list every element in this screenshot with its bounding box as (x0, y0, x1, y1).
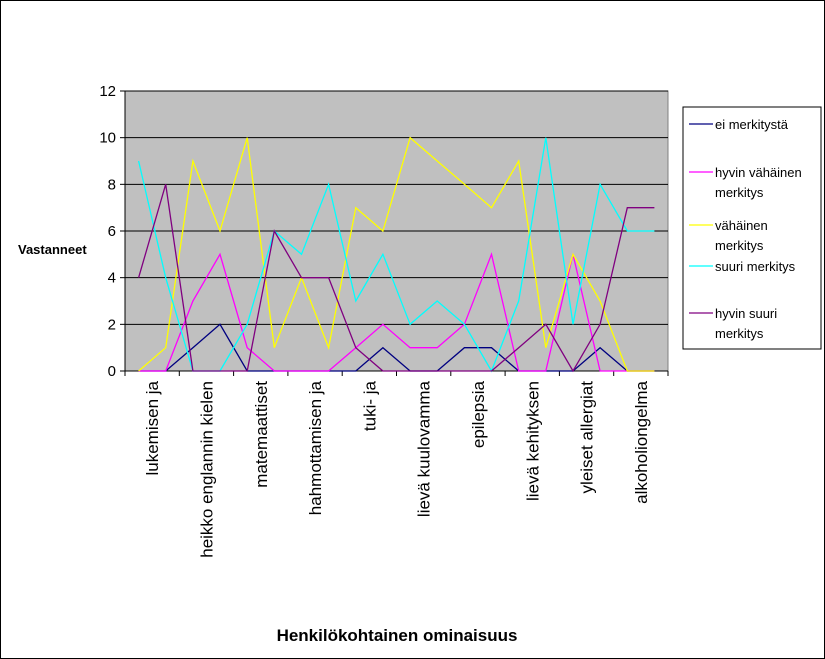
x-tick-label: epilepsia (469, 380, 488, 448)
x-tick-label: alkoholiongelma (632, 380, 651, 503)
y-axis-ticks: 0 2 4 6 8 10 12 (99, 83, 125, 380)
y-tick-label: 4 (108, 270, 116, 287)
x-tick-label: lukemisen ja (143, 380, 162, 475)
y-tick-label: 10 (99, 130, 116, 147)
x-tick-label: heikko englannin kielen (197, 381, 216, 558)
legend-label: hyvin vähäinen (715, 165, 802, 180)
x-tick-label: yleiset allergiat (578, 381, 597, 494)
legend-label: ei merkitystä (715, 117, 789, 132)
legend-label: merkitys (715, 238, 764, 253)
x-tick-label: lievä kehityksen (523, 381, 542, 501)
y-tick-label: 8 (108, 176, 116, 193)
y-axis-title: Vastanneet (18, 242, 87, 257)
series-line (137, 184, 655, 373)
y-tick-label: 2 (108, 316, 116, 333)
legend-box (682, 106, 822, 350)
series-lines (137, 136, 655, 373)
series-line (137, 137, 655, 373)
y-tick-label: 0 (108, 363, 116, 380)
series-line (138, 136, 655, 372)
legend-label: suuri merkitys (715, 259, 796, 274)
series-line (138, 252, 655, 372)
y-tick-label: 6 (108, 223, 116, 240)
legend: ei merkitystä hyvin vähäinen merkitys vähäi… (682, 106, 822, 350)
x-tick-label: matemaattiset (252, 381, 271, 488)
x-tick-label: tuki- ja (360, 380, 379, 431)
y-tick-label: 12 (99, 83, 116, 100)
legend-label: hyvin suuri (715, 306, 777, 321)
x-axis-ticks: lukemisen ja heikko englannin kielen matem… (124, 371, 669, 558)
x-tick-label: hahmottamisen ja (306, 380, 325, 515)
legend-label: merkitys (715, 326, 764, 341)
x-axis-title: Henkilökohtainen ominaisuus (277, 626, 518, 645)
legend-label: vähäinen (715, 218, 768, 233)
x-tick-label: lievä kuulovamma (415, 380, 434, 517)
series-line (138, 323, 655, 372)
legend-label: merkitys (715, 185, 764, 200)
